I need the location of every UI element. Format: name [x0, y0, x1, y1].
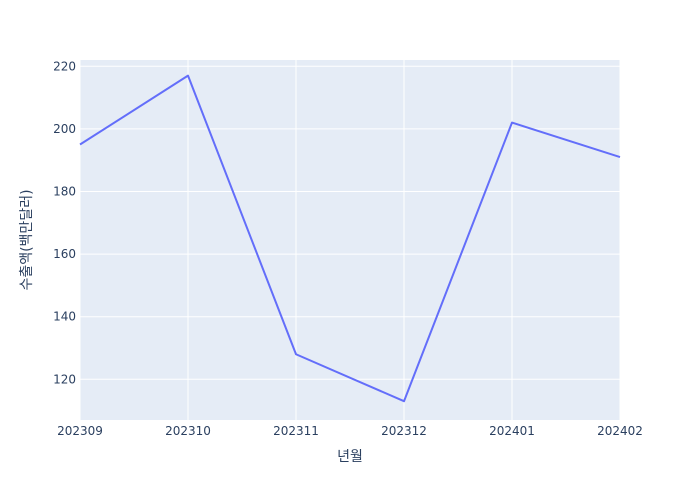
- y-tick-label: 120: [53, 372, 76, 386]
- y-tick-label: 200: [53, 122, 76, 136]
- y-tick-labels: 120 140 160 180 200 220: [53, 59, 76, 386]
- grid-lines: [79, 60, 621, 420]
- y-axis-title: 수출액(백만달러): [19, 189, 35, 290]
- y-tick-label: 220: [53, 59, 76, 73]
- series-layer: [79, 74, 621, 403]
- x-tick-label: 202311: [273, 424, 319, 438]
- x-tick-labels: 202309 202310 202311 202312 202401 202402: [57, 424, 643, 438]
- series-line: [79, 74, 621, 403]
- y-tick-label: 160: [53, 247, 76, 261]
- x-tick-label: 202310: [165, 424, 211, 438]
- x-tick-label: 202309: [57, 424, 103, 438]
- y-tick-label: 140: [53, 310, 76, 324]
- plot-background: [80, 60, 620, 420]
- y-tick-label: 180: [53, 184, 76, 198]
- x-tick-label: 202401: [489, 424, 535, 438]
- x-tick-label: 202402: [597, 424, 643, 438]
- x-tick-label: 202312: [381, 424, 427, 438]
- x-axis-title: 년월: [337, 449, 363, 465]
